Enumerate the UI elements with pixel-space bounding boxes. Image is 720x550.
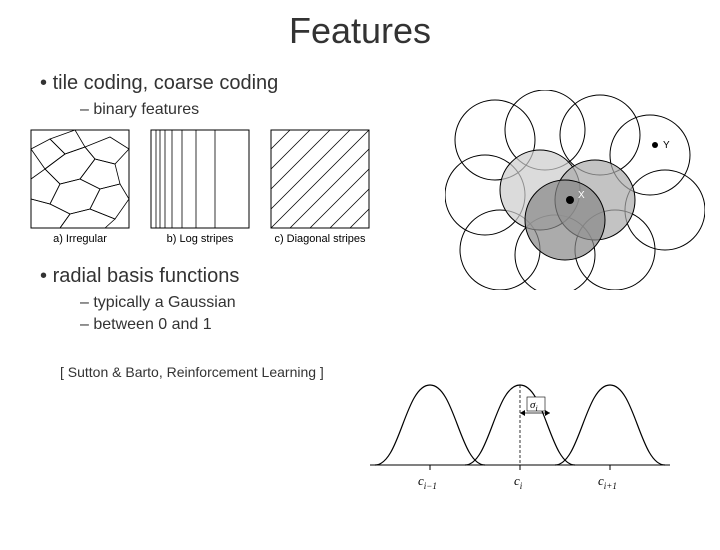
irregular-label: a) Irregular bbox=[53, 233, 107, 245]
page-title: Features bbox=[0, 10, 720, 52]
log-stripes-diagram bbox=[150, 129, 250, 229]
log-stripes-label: b) Log stripes bbox=[167, 233, 234, 245]
diagonal-stripes-label: c) Diagonal stripes bbox=[274, 233, 365, 245]
bullet-between: between 0 and 1 bbox=[80, 316, 720, 334]
coarse-coding-diagram: X Y bbox=[445, 90, 705, 290]
diagonal-stripes-diagram bbox=[270, 129, 370, 229]
svg-text:ci−1: ci−1 bbox=[418, 473, 437, 491]
x-label: X bbox=[578, 190, 585, 201]
irregular-diagram bbox=[30, 129, 130, 229]
svg-text:ci+1: ci+1 bbox=[598, 473, 617, 491]
y-label: Y bbox=[663, 140, 670, 151]
gaussian-diagram: σi ci−1 ci ci+1 bbox=[360, 365, 680, 495]
bullet-gaussian: typically a Gaussian bbox=[80, 294, 720, 312]
svg-text:ci: ci bbox=[514, 473, 523, 491]
